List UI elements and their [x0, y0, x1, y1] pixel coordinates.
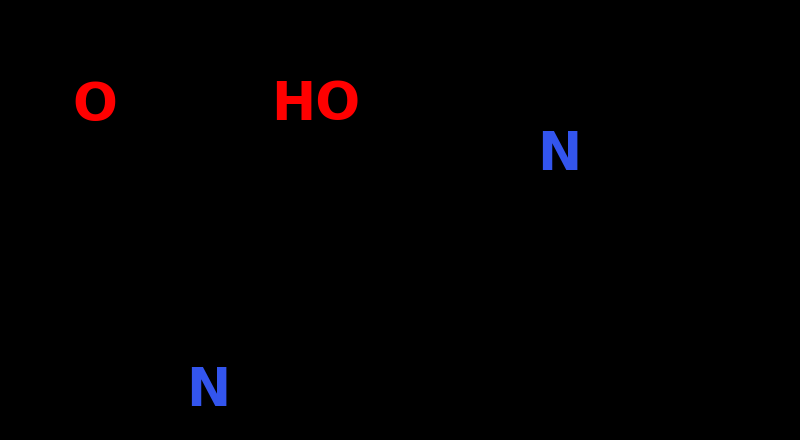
- Text: N: N: [186, 365, 230, 417]
- Text: N: N: [537, 129, 582, 181]
- Text: O: O: [73, 81, 118, 132]
- Text: HO: HO: [270, 79, 360, 131]
